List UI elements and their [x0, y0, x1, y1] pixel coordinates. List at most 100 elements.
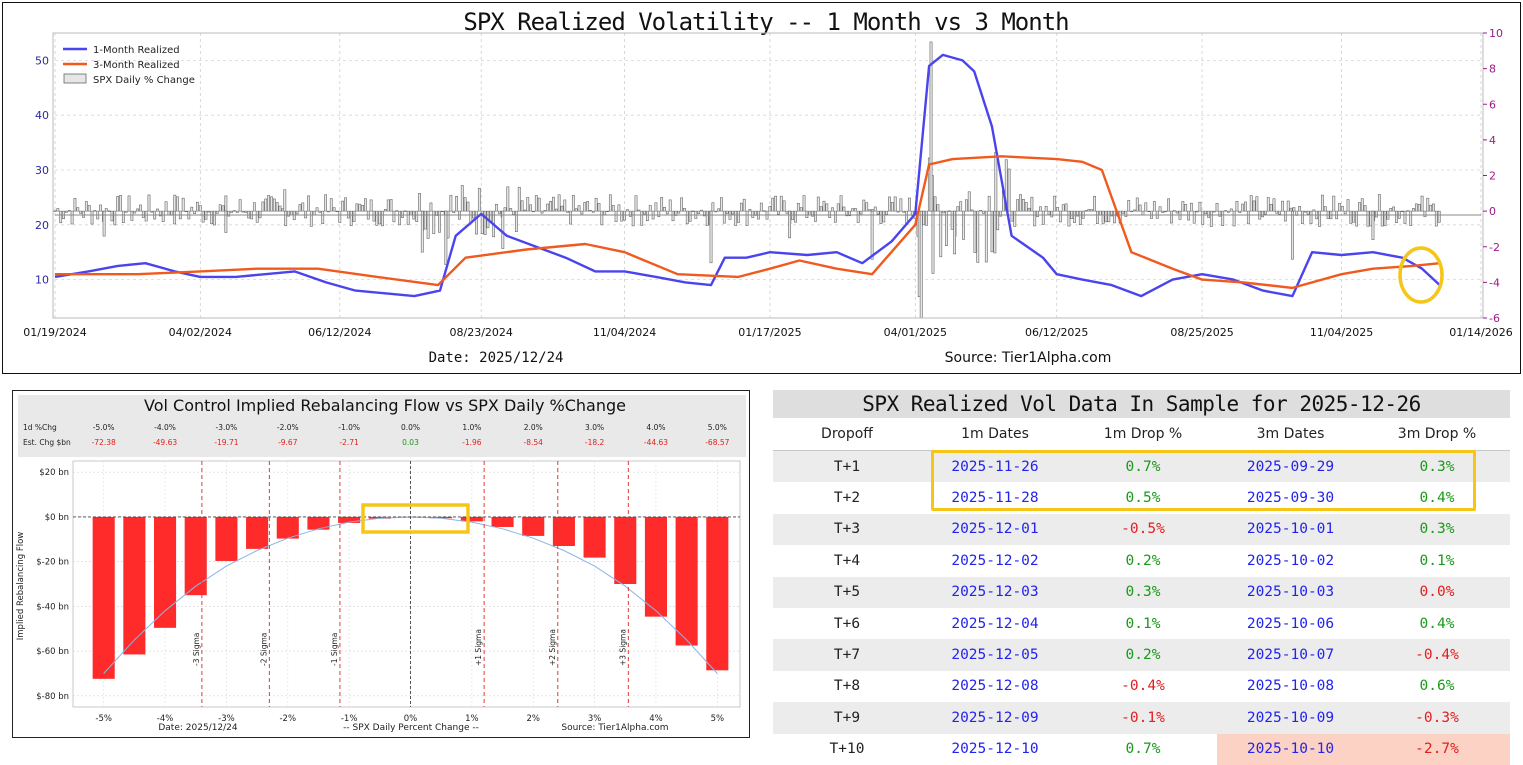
spx-bar	[341, 200, 345, 212]
spx-bar	[307, 195, 310, 212]
spx-bar	[1144, 202, 1148, 212]
spx-bar	[181, 197, 185, 212]
y-left-tick-label: 20	[35, 219, 49, 232]
spx-bar	[1366, 210, 1370, 227]
spx-bar	[383, 208, 387, 212]
flow-x-tick-label: -1%	[341, 714, 358, 724]
flow-x-tick-label: 3%	[588, 714, 602, 724]
dropoff-cell: T+8	[773, 670, 921, 703]
spx-bar	[1266, 197, 1270, 212]
spx-bar	[284, 210, 288, 227]
spx-bar	[224, 210, 228, 233]
spx-bar	[1352, 210, 1356, 223]
spx-bar	[207, 210, 211, 213]
header-chg: -18.2	[585, 438, 605, 447]
spx-bar	[859, 210, 863, 215]
flow-bar	[123, 516, 146, 655]
header-chg: -72.38	[92, 438, 116, 447]
dropoff-cell: T+10	[773, 733, 921, 765]
spx-bar	[560, 205, 564, 212]
x-tick-label: 06/12/2025	[1025, 326, 1088, 339]
spx-bar	[1215, 202, 1219, 212]
header-chg: 0.03	[402, 438, 419, 447]
header-pct: -1.0%	[338, 423, 360, 432]
spx-bar	[1255, 196, 1259, 212]
y-axis-left: 10 20 30 40 50	[35, 54, 49, 286]
spx-bar	[375, 210, 379, 226]
spx-bar	[794, 210, 797, 223]
y-right-tick-label: 10	[1489, 27, 1503, 40]
spx-bar	[1269, 204, 1273, 212]
column-header: 1m Drop %	[1069, 418, 1217, 451]
spx-bar	[902, 210, 906, 213]
spx-bar	[1133, 209, 1136, 212]
spx-bar	[1087, 209, 1091, 212]
spx-bar	[631, 210, 635, 227]
spx-bar	[1432, 203, 1435, 212]
spx-bar	[1346, 199, 1350, 212]
spx-bar	[1355, 210, 1358, 227]
spx-bar	[893, 196, 897, 212]
spx-bar	[1019, 194, 1022, 212]
header-pct: -5.0%	[93, 423, 115, 432]
spx-bar	[802, 195, 806, 212]
spx-bar	[349, 210, 353, 227]
drop-pct-cell: 0.3%	[1364, 450, 1510, 483]
spx-bar	[261, 201, 265, 212]
spx-bar	[1403, 210, 1407, 224]
flow-x-tick-label: 5%	[711, 714, 725, 724]
spx-bar	[799, 207, 803, 212]
flow-xlabel: -- SPX Daily Percent Change --	[343, 723, 479, 733]
spx-bar	[737, 210, 740, 223]
date-cell: 2025-11-26	[921, 450, 1069, 483]
spx-bar	[110, 210, 114, 222]
spx-bar	[942, 210, 945, 214]
spx-bar	[335, 210, 339, 213]
spx-bar	[873, 206, 877, 212]
flow-plot: $20 bn $0 bn $-20 bn $-40 bn $-60 bn $-80 bn -…	[36, 460, 741, 724]
spx-bar	[816, 196, 820, 212]
spx-bar	[1078, 210, 1082, 225]
drop-pct-cell: 0.2%	[1069, 639, 1217, 671]
drop-pct-cell: 0.1%	[1364, 545, 1510, 577]
sigma-label: -2 Sigma	[259, 633, 268, 666]
spx-bar	[289, 210, 293, 216]
flow-bar	[675, 516, 698, 646]
spx-bar	[241, 210, 245, 213]
spx-bar	[546, 203, 550, 212]
spx-bar	[705, 210, 709, 226]
spx-bar	[1041, 210, 1045, 225]
spx-bar	[1420, 195, 1424, 212]
date-cell: 2025-10-06	[1217, 607, 1364, 640]
spx-bar	[865, 202, 869, 212]
spx-bar	[529, 204, 533, 212]
spx-bar	[480, 210, 484, 235]
spx-bar	[1198, 201, 1202, 212]
spx-bar	[196, 201, 199, 212]
spx-bar	[1332, 195, 1336, 212]
spx-bar	[463, 197, 467, 212]
spx-bar	[839, 195, 843, 212]
spx-bar	[440, 210, 444, 213]
header-pct: 1.0%	[462, 423, 481, 432]
spx-bar	[139, 204, 142, 212]
spx-daily-change-bars	[53, 41, 1441, 319]
spx-bar	[745, 210, 749, 226]
flow-bar	[583, 516, 606, 558]
spx-bar	[90, 210, 94, 225]
spx-bar	[1246, 210, 1250, 225]
date-cell: 2025-10-01	[1217, 513, 1364, 546]
spx-bar	[298, 204, 302, 212]
flow-x-tick-label: -4%	[157, 714, 174, 724]
spx-bar	[420, 210, 424, 253]
table-row: T+1 2025-11-26 0.7% 2025-09-29 0.3%	[773, 450, 1510, 483]
spx-bar	[1204, 210, 1208, 215]
date-cell: 2025-10-02	[1217, 545, 1364, 577]
spx-bar	[1113, 210, 1116, 224]
spx-bar	[1124, 210, 1128, 217]
spx-bar	[1224, 210, 1227, 212]
y-right-tick-label: -6	[1489, 312, 1500, 325]
spx-bar	[1323, 206, 1327, 212]
header-pct: 0.0%	[401, 423, 420, 432]
spx-bar	[426, 210, 430, 239]
